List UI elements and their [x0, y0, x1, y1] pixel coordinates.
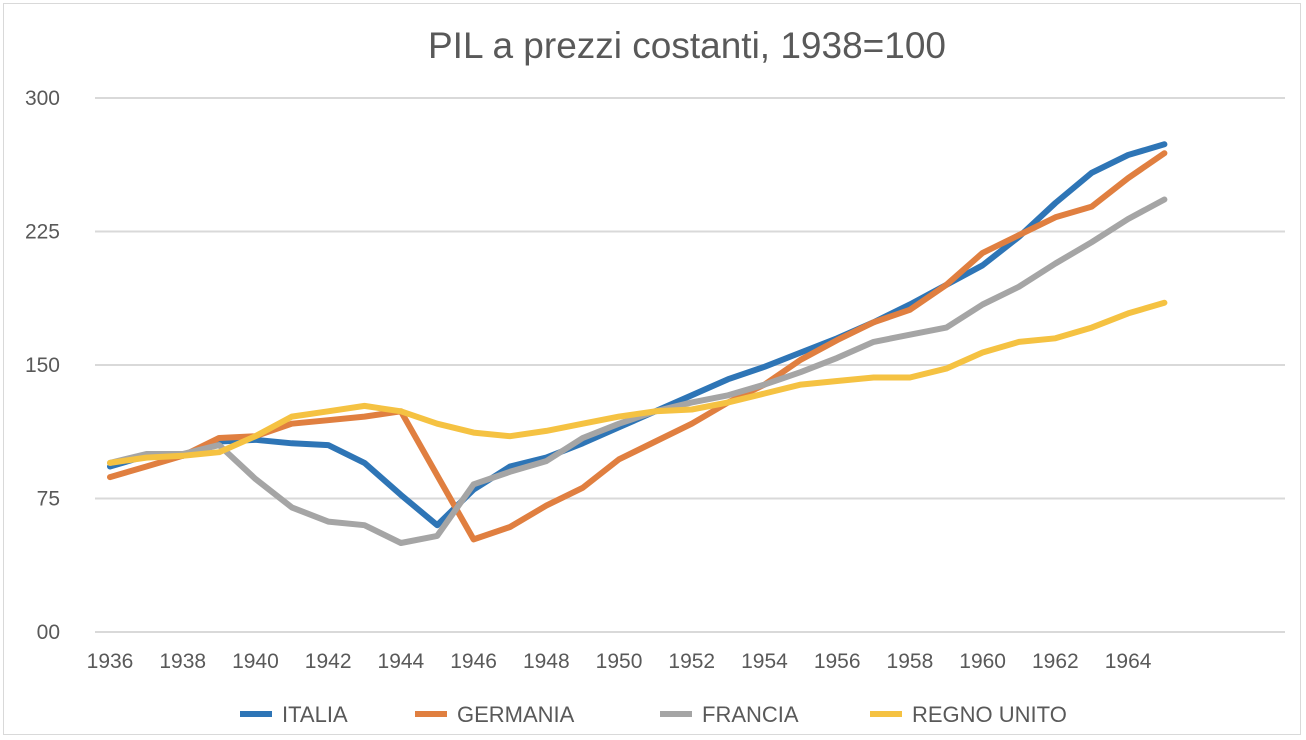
series-line-germania	[107, 150, 1168, 543]
y-tick-label: 300	[25, 87, 60, 110]
x-tick-label: 1952	[668, 650, 715, 673]
legend-label: GERMANIA	[457, 702, 575, 727]
x-tick-label: 1958	[887, 650, 934, 673]
x-tick-label: 1938	[159, 650, 206, 673]
x-tick-label: 1962	[1032, 650, 1079, 673]
legend-label: REGNO UNITO	[912, 702, 1067, 727]
x-tick-label: 1942	[305, 650, 352, 673]
x-tick-label: 1946	[450, 650, 497, 673]
y-tick-label: 75	[37, 488, 60, 511]
series-line-italia	[107, 141, 1168, 529]
y-tick-label: 00	[37, 621, 60, 644]
chart-frame	[3, 3, 1301, 735]
x-tick-label: 1960	[959, 650, 1006, 673]
x-tick-label: 1948	[523, 650, 570, 673]
y-tick-label: 150	[25, 354, 60, 377]
series-line-francia	[107, 196, 1168, 546]
y-tick-label: 225	[25, 221, 60, 244]
legend-label: FRANCIA	[702, 702, 799, 727]
x-tick-label: 1950	[596, 650, 643, 673]
series-line-regno-unito	[107, 299, 1168, 466]
x-tick-label: 1954	[741, 650, 788, 673]
x-tick-label: 1964	[1105, 650, 1152, 673]
x-tick-label: 1944	[378, 650, 425, 673]
x-tick-label: 1956	[814, 650, 861, 673]
x-tick-label: 1936	[87, 650, 134, 673]
chart-title: PIL a prezzi costanti, 1938=100	[428, 25, 946, 66]
x-tick-label: 1940	[232, 650, 279, 673]
legend-label: ITALIA	[282, 702, 348, 727]
